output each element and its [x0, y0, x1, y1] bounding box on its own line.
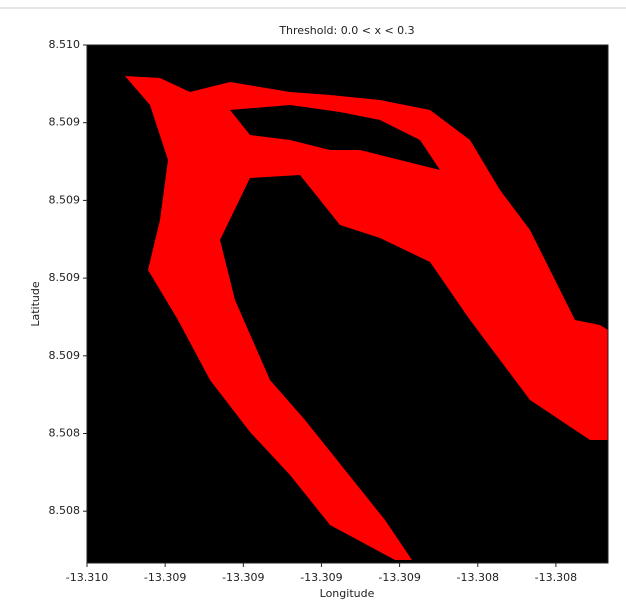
chart-title: Threshold: 0.0 < x < 0.3 — [278, 24, 414, 37]
y-tick-label: 8.509 — [49, 349, 81, 362]
red-region — [125, 76, 608, 560]
x-tick-label: -13.309 — [222, 571, 264, 584]
axes-frame — [86, 44, 609, 564]
y-tick-label: 8.509 — [49, 193, 81, 206]
x-tick-label: -13.309 — [378, 571, 420, 584]
x-tick-label: -13.309 — [144, 571, 186, 584]
x-axis-label: Longitude — [320, 587, 375, 600]
y-tick-label: 8.508 — [49, 504, 81, 517]
x-tick-label: -13.309 — [300, 571, 342, 584]
x-tick-label: -13.310 — [66, 571, 108, 584]
y-axis-label: Latitude — [29, 281, 42, 327]
y-tick-label: 8.509 — [49, 271, 81, 284]
y-tick-label: 8.510 — [49, 38, 81, 51]
x-tick-label: -13.308 — [535, 571, 577, 584]
x-tick-label: -13.308 — [457, 571, 499, 584]
y-tick-label: 8.508 — [49, 427, 81, 440]
y-tick-label: 8.509 — [49, 116, 81, 129]
